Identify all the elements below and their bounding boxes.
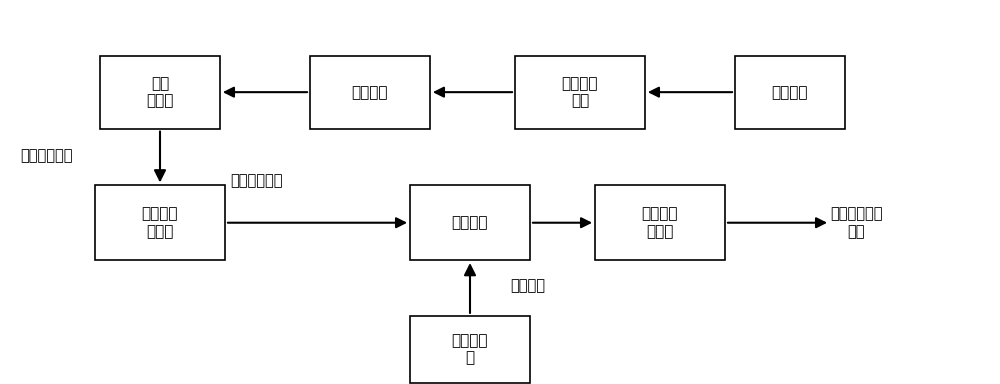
Bar	[410, 185, 530, 260]
Text: 输出图像信息: 输出图像信息	[20, 148, 72, 163]
Bar	[310, 56, 430, 129]
Bar	[95, 185, 225, 260]
Bar	[100, 56, 220, 129]
Bar	[595, 185, 725, 260]
Text: 透镜成像: 透镜成像	[352, 84, 388, 100]
Text: 数字信号
处理器: 数字信号 处理器	[142, 207, 178, 239]
Bar	[410, 316, 530, 383]
Text: 定时器模
块: 定时器模 块	[452, 333, 488, 366]
Text: 激光光源: 激光光源	[772, 84, 808, 100]
Text: 输出滑动速度
信息: 输出滑动速度 信息	[830, 207, 883, 239]
Text: 自适应优
化模块: 自适应优 化模块	[642, 207, 678, 239]
Bar	[515, 56, 645, 129]
Text: 时间信息: 时间信息	[510, 278, 545, 294]
Bar	[735, 56, 845, 129]
Text: 被测钐板
表面: 被测钐板 表面	[562, 76, 598, 108]
Text: 主控单元: 主控单元	[452, 215, 488, 230]
Text: 图像
传感器: 图像 传感器	[146, 76, 174, 108]
Text: 输出位移信息: 输出位移信息	[230, 173, 283, 188]
